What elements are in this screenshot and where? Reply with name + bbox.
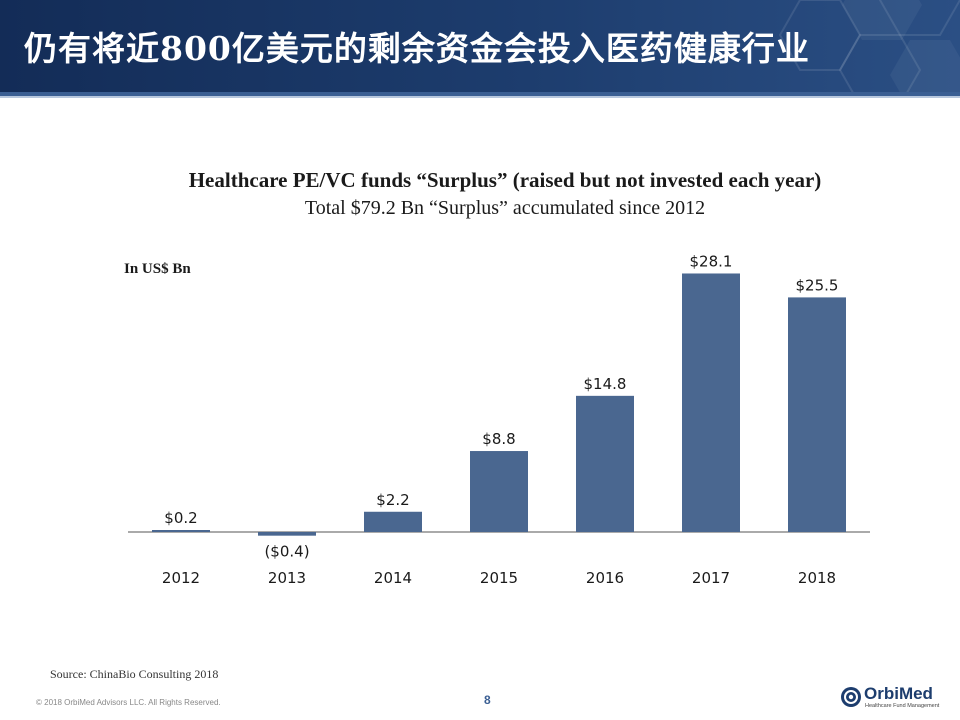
logo-name: OrbiMed [864, 684, 933, 703]
chart-title: Healthcare PE/VC funds “Surplus” (raised… [188, 168, 822, 192]
data-label-2017: $28.1 [690, 252, 733, 270]
x-tick-label-2015: 2015 [480, 569, 518, 587]
orbimed-logo-icon [841, 687, 861, 707]
bar-2013 [258, 532, 316, 536]
bar-2017 [682, 273, 740, 532]
data-label-2014: $2.2 [376, 491, 409, 509]
data-label-2013: ($0.4) [264, 543, 309, 561]
page-number: 8 [484, 693, 491, 707]
data-label-2016: $14.8 [584, 375, 627, 393]
unit-label: In US$ Bn [124, 261, 191, 277]
slide-header: 仍有将近800亿美元的剩余资金会投入医药健康行业 [0, 0, 960, 92]
x-tick-label-2013: 2013 [268, 569, 306, 587]
hexagon-pattern-decoration [778, 0, 960, 92]
x-tick-label-2018: 2018 [798, 569, 836, 587]
bar-2014 [364, 511, 422, 532]
x-tick-label-2014: 2014 [374, 569, 412, 587]
slide-title: 仍有将近800亿美元的剩余资金会投入医药健康行业 [24, 29, 810, 68]
data-label-2015: $8.8 [482, 430, 515, 448]
bar-2012 [152, 530, 210, 532]
data-label-2012: $0.2 [164, 509, 197, 527]
chart-subtitle: Total $79.2 Bn “Surplus” accumulated sin… [304, 197, 706, 219]
bar-2015 [470, 451, 528, 532]
header-divider [0, 92, 960, 96]
data-label-2018: $25.5 [796, 276, 839, 294]
x-tick-label-2012: 2012 [162, 569, 200, 587]
x-tick-label-2017: 2017 [692, 569, 730, 587]
x-tick-label-2016: 2016 [586, 569, 624, 587]
bar-2018 [788, 297, 846, 532]
source-note: Source: ChinaBio Consulting 2018 [50, 667, 219, 681]
orbimed-logo: OrbiMed Healthcare Fund Management [840, 684, 950, 714]
header-divider-light [0, 96, 960, 98]
copyright-note: © 2018 OrbiMed Advisors LLC. All Rights … [36, 698, 221, 707]
logo-tagline: Healthcare Fund Management [865, 703, 940, 709]
bar-2016 [576, 395, 634, 532]
